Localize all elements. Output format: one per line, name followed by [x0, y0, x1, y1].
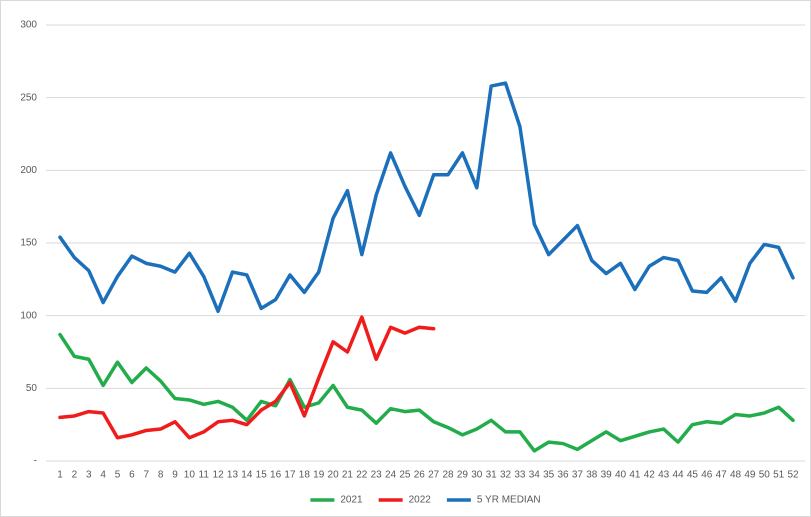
x-tick-label: 47: [716, 470, 728, 481]
x-tick-label: 29: [457, 470, 469, 481]
x-tick-label: 33: [514, 470, 526, 481]
x-tick-label: 21: [342, 470, 354, 481]
x-tick-label: 48: [730, 470, 742, 481]
x-tick-label: 3: [86, 470, 92, 481]
legend-label: 2022: [409, 495, 432, 506]
y-tick-label: 50: [26, 383, 38, 394]
x-tick-label: 43: [658, 470, 670, 481]
y-tick-label: 300: [20, 20, 37, 31]
x-tick-label: 12: [213, 470, 225, 481]
x-tick-label: 18: [299, 470, 311, 481]
legend-label: 2021: [340, 495, 363, 506]
x-tick-label: 32: [500, 470, 512, 481]
x-tick-label: 5: [115, 470, 121, 481]
x-tick-label: 26: [414, 470, 426, 481]
x-tick-label: 2: [72, 470, 78, 481]
x-tick-label: 49: [744, 470, 756, 481]
x-tick-label: 41: [629, 470, 641, 481]
x-tick-label: 14: [241, 470, 253, 481]
series-line: [58, 81, 795, 314]
x-tick-label: 37: [572, 470, 584, 481]
x-tick-label: 13: [227, 470, 239, 481]
x-tick-label: 10: [184, 470, 196, 481]
x-tick-label: 17: [284, 470, 296, 481]
series-line: [58, 315, 436, 440]
x-tick-label: 16: [270, 470, 282, 481]
x-tick-label: 36: [557, 470, 569, 481]
x-tick-label: 6: [129, 470, 135, 481]
x-tick-label: 11: [199, 470, 210, 481]
x-tick-label: 24: [385, 470, 397, 481]
x-tick-label: 19: [313, 470, 325, 481]
x-tick-label: 51: [773, 470, 785, 481]
x-tick-label: 38: [586, 470, 598, 481]
x-tick-label: 22: [356, 470, 368, 481]
x-tick-label: 27: [428, 470, 440, 481]
x-tick-label: 4: [100, 470, 106, 481]
x-tick-label: 35: [543, 470, 555, 481]
x-tick-label: 28: [442, 470, 454, 481]
y-tick-label: -: [34, 456, 37, 467]
x-tick-label: 25: [399, 470, 411, 481]
x-tick-label: 40: [615, 470, 627, 481]
y-tick-label: 100: [20, 310, 37, 321]
x-tick-label: 30: [471, 470, 483, 481]
x-tick-label: 34: [529, 470, 541, 481]
x-tick-label: 23: [371, 470, 383, 481]
x-tick-label: 45: [687, 470, 699, 481]
legend-label: 5 YR MEDIAN: [477, 495, 541, 506]
x-tick-label: 31: [486, 470, 498, 481]
x-tick-label: 15: [256, 470, 268, 481]
x-tick-label: 46: [701, 470, 713, 481]
y-tick-label: 150: [20, 238, 37, 249]
y-tick-label: 200: [20, 165, 37, 176]
x-tick-label: 50: [759, 470, 771, 481]
y-tick-label: 250: [20, 92, 37, 103]
series-line: [58, 332, 795, 453]
x-tick-label: 52: [787, 470, 799, 481]
x-tick-label: 1: [57, 470, 63, 481]
x-tick-label: 42: [644, 470, 656, 481]
x-tick-label: 20: [328, 470, 340, 481]
x-tick-label: 39: [601, 470, 613, 481]
x-tick-label: 9: [172, 470, 178, 481]
x-tick-label: 8: [158, 470, 164, 481]
x-tick-label: 7: [143, 470, 149, 481]
x-tick-label: 44: [672, 470, 684, 481]
